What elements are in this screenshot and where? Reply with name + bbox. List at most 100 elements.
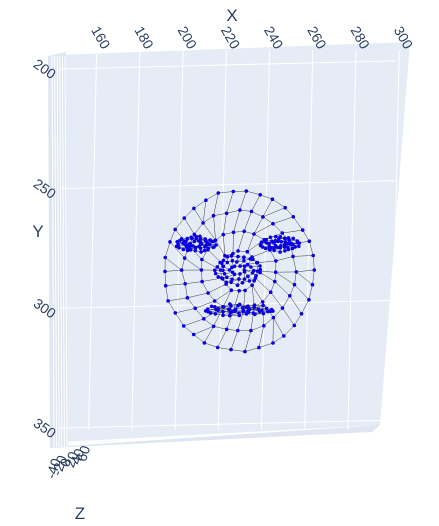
mesh-point [283, 236, 287, 240]
mesh-edge [193, 326, 214, 335]
mesh-point [236, 254, 240, 259]
mesh-point [242, 264, 247, 269]
mesh-point [185, 245, 189, 250]
mesh-point [240, 306, 245, 310]
mesh-point [252, 232, 256, 236]
mesh-edge [204, 326, 214, 343]
mesh-point [181, 324, 186, 328]
mesh-edge [184, 218, 195, 235]
mesh-point [182, 256, 187, 260]
mesh-point [290, 246, 295, 251]
mesh-point [168, 240, 172, 244]
mesh-edge [195, 300, 215, 309]
mesh-point [179, 237, 184, 241]
mesh-edge [233, 210, 241, 233]
mesh-point [264, 237, 269, 242]
mesh-edge [253, 223, 274, 235]
mesh-edge [169, 241, 185, 259]
mesh-point [203, 237, 207, 241]
mesh-point [299, 312, 304, 316]
mesh-point [273, 270, 278, 275]
mesh-edge [232, 232, 234, 254]
mesh-edge [262, 199, 273, 218]
mesh-edge [210, 311, 224, 314]
mesh-point [272, 248, 276, 253]
mesh-edge [223, 213, 227, 235]
mesh-point [229, 280, 233, 285]
mesh-point [294, 270, 299, 274]
z-tick-label: 40 [67, 446, 87, 466]
mesh-point [245, 249, 250, 254]
mesh-point [312, 268, 317, 272]
mesh-point [249, 265, 253, 269]
mesh-point [193, 245, 198, 250]
z-gridline [64, 55, 68, 448]
z-gridline [51, 55, 55, 448]
mesh-point [198, 246, 203, 251]
mesh-point [218, 260, 222, 265]
mesh-point [271, 221, 275, 226]
mesh-point [260, 300, 265, 304]
mesh-point [270, 197, 275, 201]
mesh-point [307, 297, 311, 302]
mesh-edge [226, 311, 234, 330]
mesh-edge [223, 234, 226, 256]
mesh-point [246, 274, 250, 279]
mesh-point [278, 250, 282, 254]
mesh-point [236, 328, 240, 333]
mesh-point [264, 306, 269, 311]
floor-pane [50, 425, 380, 448]
mesh-point [258, 264, 262, 268]
mesh-edge [253, 216, 264, 235]
mesh-point [215, 345, 220, 350]
mesh-point [216, 275, 221, 279]
mesh-point [249, 328, 253, 333]
mesh-edge [274, 281, 290, 297]
mesh-point [211, 213, 216, 218]
mesh-point [274, 234, 278, 239]
mesh-point [202, 341, 207, 345]
mesh-point [211, 245, 215, 250]
mesh-edge [202, 222, 216, 241]
mesh-point [192, 206, 196, 211]
mesh-point [229, 254, 234, 258]
mesh-point [289, 241, 294, 246]
z-tick-label: -20 [49, 453, 71, 477]
mesh-point [205, 240, 209, 245]
mesh-point [244, 189, 249, 193]
mesh-point [286, 236, 291, 240]
mesh-point [242, 255, 246, 259]
mesh-edge [247, 233, 255, 252]
mesh-point [263, 246, 268, 251]
mesh-edge [183, 318, 204, 327]
mesh-point [236, 249, 240, 253]
mesh-edge [289, 295, 302, 314]
mesh-point [181, 247, 186, 252]
mesh-point [268, 290, 273, 295]
mesh-point [198, 237, 203, 241]
mesh-edge [251, 285, 263, 303]
mesh-point [267, 241, 272, 246]
mesh-point [268, 235, 273, 240]
mesh-point [270, 239, 274, 244]
mesh-point [229, 347, 233, 352]
mesh-point [212, 299, 217, 303]
mesh-point [221, 309, 225, 314]
mesh-edge [273, 317, 285, 337]
mesh-point [273, 279, 277, 284]
mesh-point [230, 258, 235, 263]
mesh-point [288, 294, 292, 298]
mesh-edge [275, 256, 294, 262]
mesh-point [183, 282, 187, 286]
mesh-edge [255, 277, 271, 293]
mesh-point [224, 280, 229, 285]
mesh-point [252, 303, 257, 307]
mesh-point [198, 240, 203, 245]
mesh-point [221, 305, 226, 309]
mesh-point [213, 312, 218, 316]
mesh-point [252, 279, 256, 283]
mesh-point [232, 264, 237, 269]
mesh-point [280, 306, 285, 310]
